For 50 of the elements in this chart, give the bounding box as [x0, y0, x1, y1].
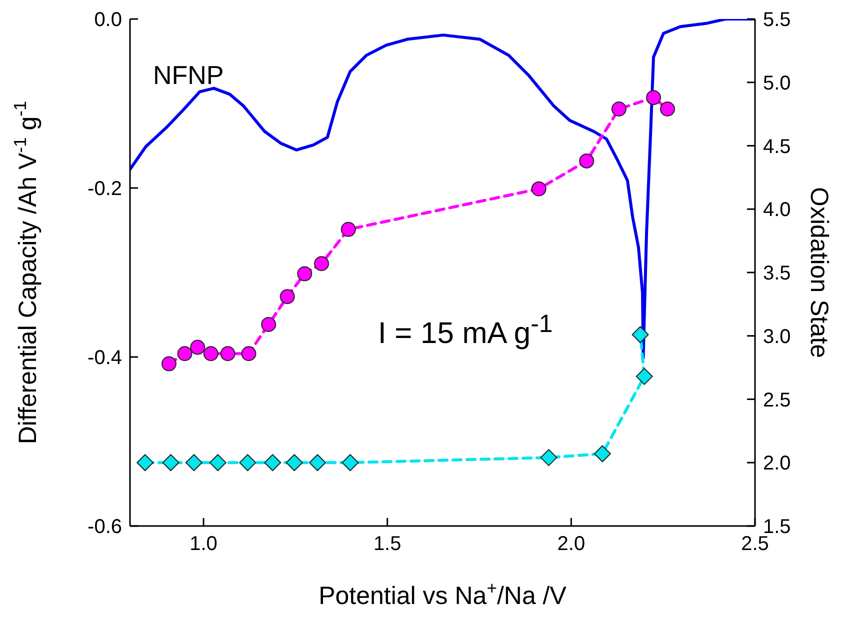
y2-tick-label: 3.0	[763, 326, 791, 348]
y2-tick-label: 2.5	[763, 389, 791, 412]
point	[177, 346, 192, 362]
point	[136, 454, 154, 472]
point	[540, 449, 558, 466]
annotation: I = 15 mA g$^{-1}$	[378, 310, 553, 351]
annotation: NFNP	[153, 60, 224, 91]
y2-axis-title: Oxidation State	[805, 187, 833, 358]
y2-tick-label: 5.5	[763, 9, 791, 32]
point	[241, 346, 256, 362]
point	[340, 222, 356, 237]
point	[286, 454, 303, 472]
point	[162, 454, 180, 472]
y2-tick-label: 5.0	[763, 72, 791, 94]
point	[220, 346, 236, 362]
point	[203, 346, 218, 362]
point	[531, 181, 546, 196]
point	[314, 256, 330, 272]
y2-tick-label: 2.0	[763, 452, 791, 475]
y2-tick-label: 4.5	[763, 136, 791, 158]
point	[309, 454, 326, 472]
point	[239, 454, 256, 472]
point	[161, 356, 176, 372]
point	[611, 101, 626, 116]
point	[660, 101, 675, 116]
point	[209, 454, 226, 472]
point	[579, 153, 594, 168]
y2-tick-label: 3.5	[763, 262, 791, 285]
y-tick-label: -0.2	[88, 178, 122, 200]
point	[342, 454, 359, 472]
point	[594, 445, 611, 462]
point	[264, 454, 282, 472]
y-tick-label: -0.6	[88, 516, 122, 538]
x-axis-title: Potential vs Na$^{+}$/Na /V	[318, 578, 567, 610]
point	[185, 454, 202, 472]
point	[261, 316, 276, 332]
x-tick-label: 1.0	[190, 533, 218, 556]
y-tick-label: 0.0	[94, 9, 122, 32]
x-tick-label: 1.5	[373, 533, 402, 556]
point	[632, 326, 649, 344]
y2-tick-label: 4.0	[763, 199, 791, 222]
line-series	[130, 19, 755, 360]
y-tick-label: -0.4	[88, 347, 122, 370]
point	[646, 90, 662, 106]
x-tick-label: 2.5	[741, 533, 769, 556]
point	[636, 368, 653, 385]
point	[280, 289, 295, 304]
point	[190, 340, 206, 355]
point	[297, 266, 312, 282]
x-tick-label: 2.0	[557, 533, 586, 556]
